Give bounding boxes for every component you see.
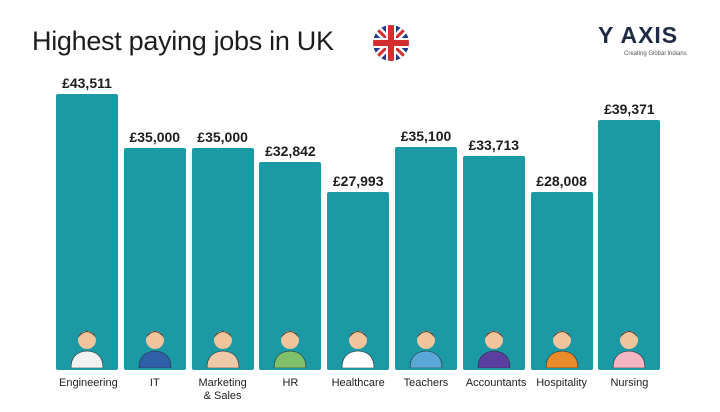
x-tick-label: IT <box>149 377 160 389</box>
value-label: £27,993 <box>332 173 384 190</box>
x-tick-label: Hospitality <box>536 377 587 389</box>
x-tick-label: Teachers <box>403 377 449 389</box>
job-icon <box>70 331 104 368</box>
value-label: £35,000 <box>129 128 181 145</box>
x-tick-label: Healthcare <box>331 377 385 389</box>
value-label: £32,842 <box>265 142 316 159</box>
value-label: £28,008 <box>536 173 587 190</box>
x-tick-label-box: HR <box>256 377 324 390</box>
job-icon <box>341 331 375 368</box>
x-tick-label-box: IT <box>121 377 189 390</box>
x-tick-label-box: Teachers <box>392 377 460 390</box>
job-icon <box>206 331 239 368</box>
logo: Y AXIS <box>598 22 679 48</box>
value-label: £39,371 <box>604 101 655 118</box>
logo-tagline: Creating Global Indians <box>624 51 687 57</box>
job-icon <box>545 331 578 368</box>
x-tick-label-box: Engineering <box>53 377 121 390</box>
x-tick-label: Nursing <box>610 377 649 389</box>
x-tick-label: Accountants <box>465 377 527 389</box>
x-tick-label: HR <box>282 377 299 389</box>
x-tick-label-box: Healthcare <box>324 377 392 390</box>
job-icon <box>274 331 307 368</box>
uk-flag <box>373 25 409 61</box>
x-tick-label-box: Accountants <box>460 377 528 390</box>
x-tick-label-box: Hospitality <box>528 377 596 390</box>
x-tick-label-box: Marketing & Sales <box>189 377 257 403</box>
job-icon <box>477 331 511 368</box>
value-label: £35,100 <box>400 128 452 145</box>
x-tick-label: Engineering <box>59 377 118 389</box>
job-icon <box>138 331 172 368</box>
job-icon <box>613 331 646 368</box>
x-tick-label: Marketing & Sales <box>198 377 247 402</box>
bar <box>56 94 118 370</box>
chart-title: Highest paying jobs in UK <box>32 26 334 56</box>
job-icon <box>409 331 443 368</box>
value-label: £43,511 <box>62 75 112 91</box>
bar <box>598 120 661 370</box>
x-tick-label-box: Nursing <box>595 377 663 390</box>
value-label: £35,000 <box>197 128 248 145</box>
value-label: £33,713 <box>468 137 520 154</box>
